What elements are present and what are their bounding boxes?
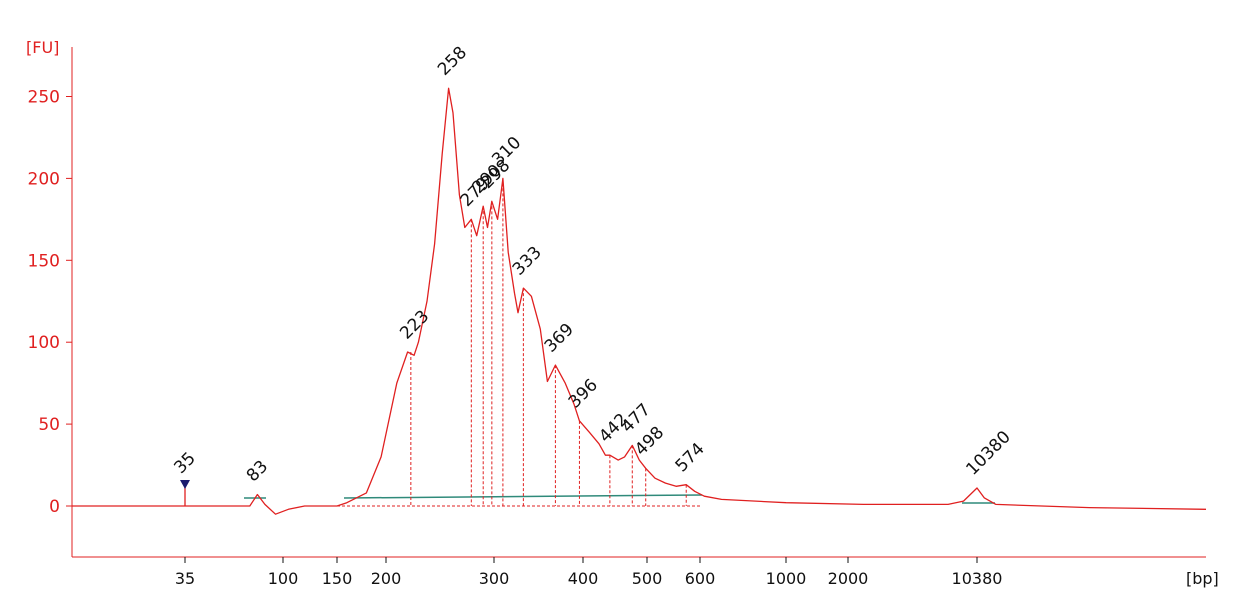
y-tick-group: 0 50 100 150 200 250: [28, 88, 72, 517]
x-tick-label: 600: [685, 569, 716, 588]
y-tick-label: 250: [28, 88, 60, 108]
y-tick-label: 100: [28, 333, 60, 353]
peak-label: 10380: [962, 427, 1014, 479]
y-tick-label: 200: [28, 169, 60, 189]
x-tick-label: 10380: [952, 569, 1003, 588]
y-axis-unit-label: [FU]: [26, 38, 59, 57]
axis-group: [71, 47, 1206, 558]
peak-label: 369: [541, 320, 578, 357]
peak-label: 258: [434, 43, 471, 80]
x-tick-label: 200: [371, 569, 402, 588]
x-tick-label: 400: [568, 569, 599, 588]
peak-label: 35: [170, 448, 199, 477]
x-tick-label: 300: [479, 569, 510, 588]
peak-label: 574: [672, 439, 709, 476]
x-tick-group: 35 100 150 200 300 400 500 600 1000 2000 10380: [175, 557, 1003, 588]
dropline-group: [337, 178, 700, 507]
x-tick-label: 1000: [766, 569, 807, 588]
baseline-segment-main: [343, 494, 703, 499]
x-tick-label: 35: [175, 569, 195, 588]
peak-label: 223: [396, 306, 433, 343]
y-tick-label: 150: [28, 251, 60, 271]
x-axis-unit-label: [bp]: [1186, 569, 1219, 588]
series-trace-line: [72, 87, 1207, 515]
lower-marker-triangle-icon: [180, 480, 190, 489]
x-tick-label: 2000: [828, 569, 869, 588]
trace-group: [72, 87, 1207, 515]
y-tick-label: 50: [38, 415, 60, 435]
peak-label: 83: [243, 457, 272, 486]
peak-label: 333: [509, 243, 546, 280]
baseline-group: [244, 494, 995, 504]
y-tick-label: 0: [49, 497, 60, 517]
x-tick-label: 100: [268, 569, 299, 588]
x-tick-label: 500: [632, 569, 663, 588]
x-tick-label: 150: [322, 569, 353, 588]
peak-label-group: 35 83223258279290298310333369396442477498…: [170, 43, 1014, 486]
peak-label: 396: [565, 375, 602, 412]
